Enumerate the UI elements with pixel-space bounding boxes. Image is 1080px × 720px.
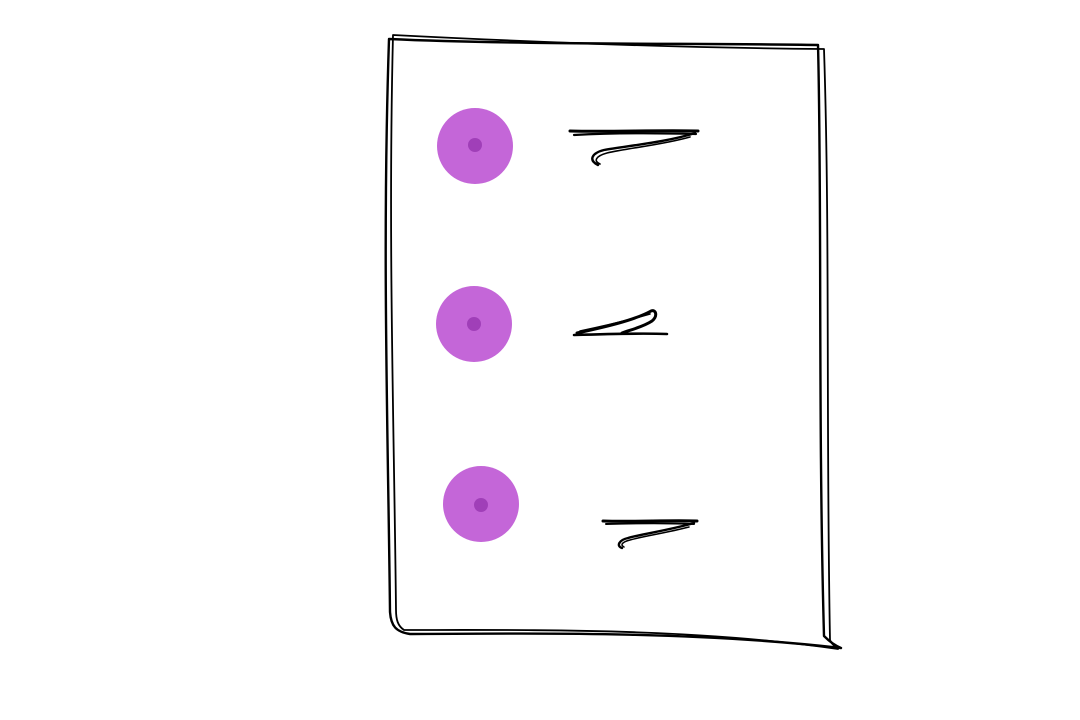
list-item xyxy=(443,466,699,550)
bullet-center-icon xyxy=(474,498,488,512)
scribble-text xyxy=(568,129,700,167)
list-item xyxy=(436,286,669,362)
bullet-center-icon xyxy=(468,138,482,152)
bullet-center-icon xyxy=(467,317,481,331)
sketch-frame xyxy=(384,34,843,650)
list-item xyxy=(437,108,700,184)
scribble-text xyxy=(572,309,669,337)
scribble-text xyxy=(601,519,699,550)
